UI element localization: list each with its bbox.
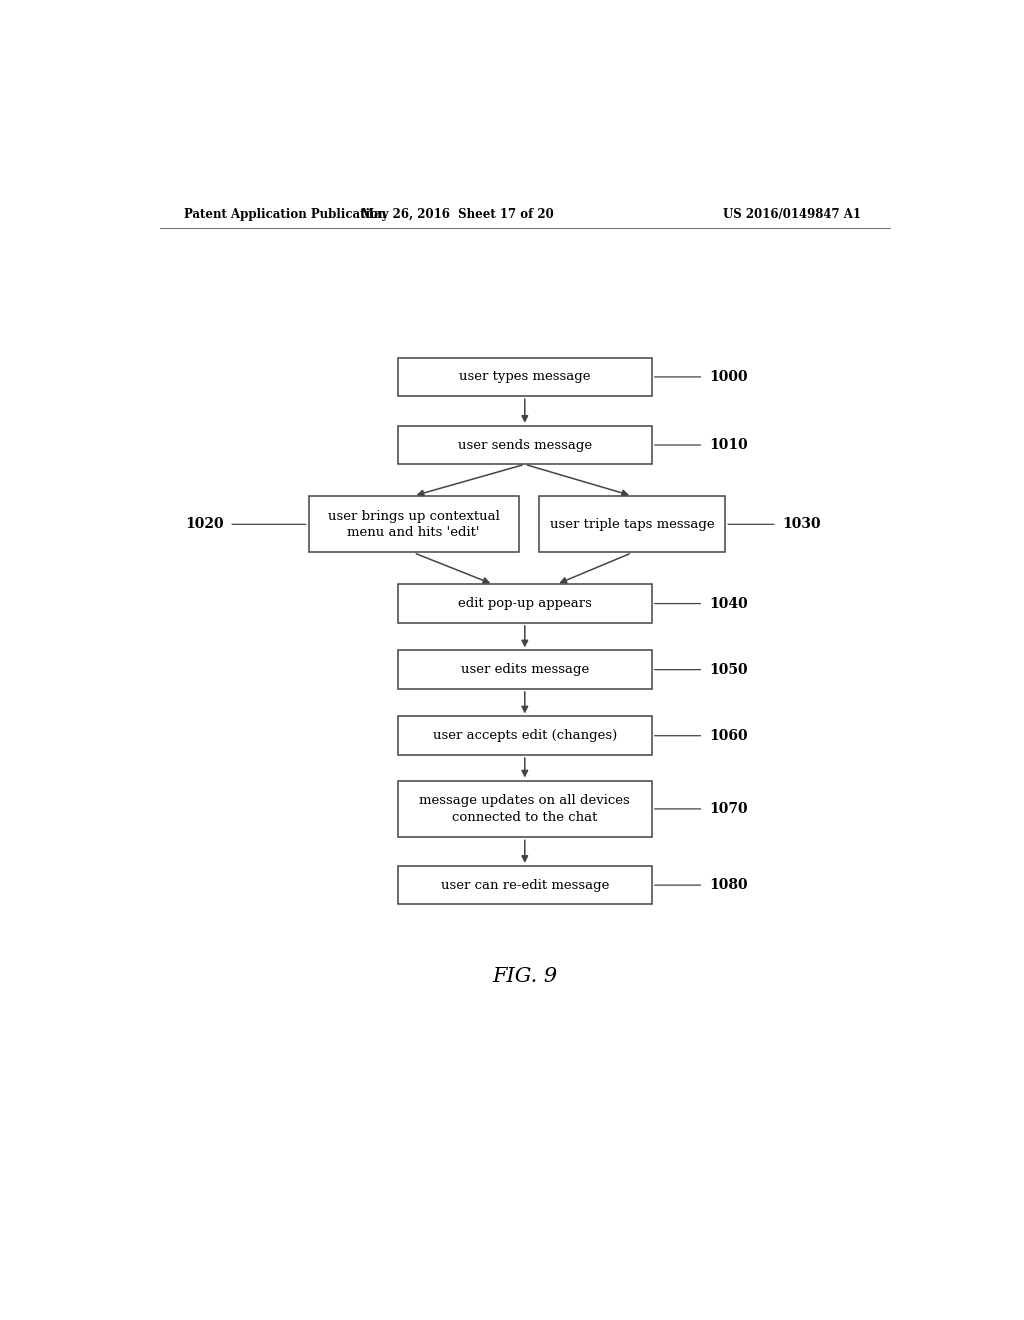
Text: US 2016/0149847 A1: US 2016/0149847 A1: [723, 207, 861, 220]
Text: user accepts edit (changes): user accepts edit (changes): [433, 729, 616, 742]
FancyBboxPatch shape: [539, 496, 725, 552]
Text: 1060: 1060: [709, 729, 748, 743]
Text: user can re-edit message: user can re-edit message: [440, 879, 609, 891]
Text: 1070: 1070: [709, 801, 748, 816]
Text: 1050: 1050: [709, 663, 748, 677]
Text: user sends message: user sends message: [458, 438, 592, 451]
Text: user edits message: user edits message: [461, 663, 589, 676]
Text: 1030: 1030: [782, 517, 821, 532]
Text: edit pop-up appears: edit pop-up appears: [458, 597, 592, 610]
Text: user triple taps message: user triple taps message: [550, 517, 715, 531]
FancyBboxPatch shape: [397, 358, 651, 396]
FancyBboxPatch shape: [397, 651, 651, 689]
Text: Patent Application Publication: Patent Application Publication: [183, 207, 386, 220]
FancyBboxPatch shape: [397, 717, 651, 755]
Text: May 26, 2016  Sheet 17 of 20: May 26, 2016 Sheet 17 of 20: [361, 207, 554, 220]
Text: 1080: 1080: [709, 878, 748, 892]
Text: 1010: 1010: [709, 438, 748, 451]
FancyBboxPatch shape: [397, 781, 651, 837]
Text: 1040: 1040: [709, 597, 748, 611]
Text: user brings up contextual
menu and hits 'edit': user brings up contextual menu and hits …: [328, 510, 500, 539]
FancyBboxPatch shape: [397, 426, 651, 465]
FancyBboxPatch shape: [397, 866, 651, 904]
Text: user types message: user types message: [459, 371, 591, 383]
FancyBboxPatch shape: [308, 496, 519, 552]
Text: 1000: 1000: [709, 370, 748, 384]
Text: FIG. 9: FIG. 9: [493, 968, 557, 986]
Text: message updates on all devices
connected to the chat: message updates on all devices connected…: [420, 795, 630, 824]
FancyBboxPatch shape: [397, 585, 651, 623]
Text: 1020: 1020: [185, 517, 223, 532]
